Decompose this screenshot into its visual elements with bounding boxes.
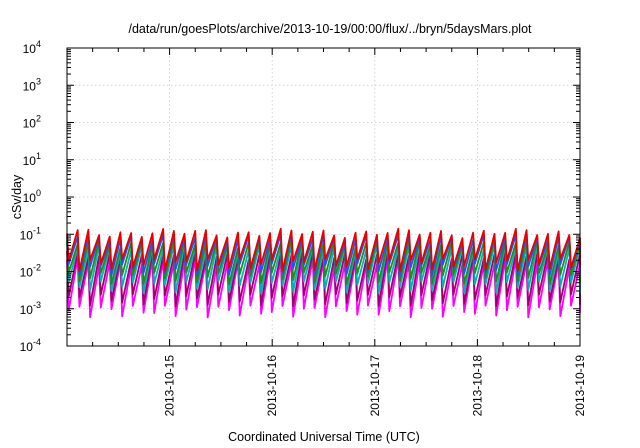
x-tick-labels: 2013-10-15 2013-10-16 2013-10-17 2013-10-18… bbox=[163, 355, 587, 417]
x-tick-label: 2013-10-18 bbox=[470, 355, 484, 417]
y-tick-label: 10-4 bbox=[20, 337, 41, 354]
y-tick-label: 10-1 bbox=[20, 225, 41, 242]
chart-title: /data/run/goesPlots/archive/2013-10-19/0… bbox=[128, 22, 532, 36]
y-tick-label: 100 bbox=[23, 188, 41, 205]
y-tick-label: 10-2 bbox=[20, 263, 41, 280]
data-series bbox=[66, 227, 581, 319]
y-tick-label: 104 bbox=[23, 39, 41, 56]
axis-ticks bbox=[67, 47, 581, 347]
y-tick-label: 10-3 bbox=[20, 300, 41, 317]
x-tick-label: 2013-10-19 bbox=[573, 355, 587, 417]
y-tick-label: 102 bbox=[23, 114, 41, 131]
y-tick-label: 103 bbox=[23, 76, 41, 93]
x-axis-title: Coordinated Universal Time (UTC) bbox=[228, 430, 420, 444]
y-tick-label: 101 bbox=[23, 151, 41, 168]
y-axis-title: cSv/day bbox=[10, 174, 24, 219]
x-tick-label: 2013-10-15 bbox=[163, 355, 177, 417]
series-line-6 bbox=[66, 227, 581, 272]
x-tick-label: 2013-10-16 bbox=[265, 355, 279, 417]
x-tick-label: 2013-10-17 bbox=[368, 355, 382, 417]
y-tick-labels: 10-4 10-3 10-2 10-1 100 101 102 103 104 bbox=[20, 39, 41, 354]
